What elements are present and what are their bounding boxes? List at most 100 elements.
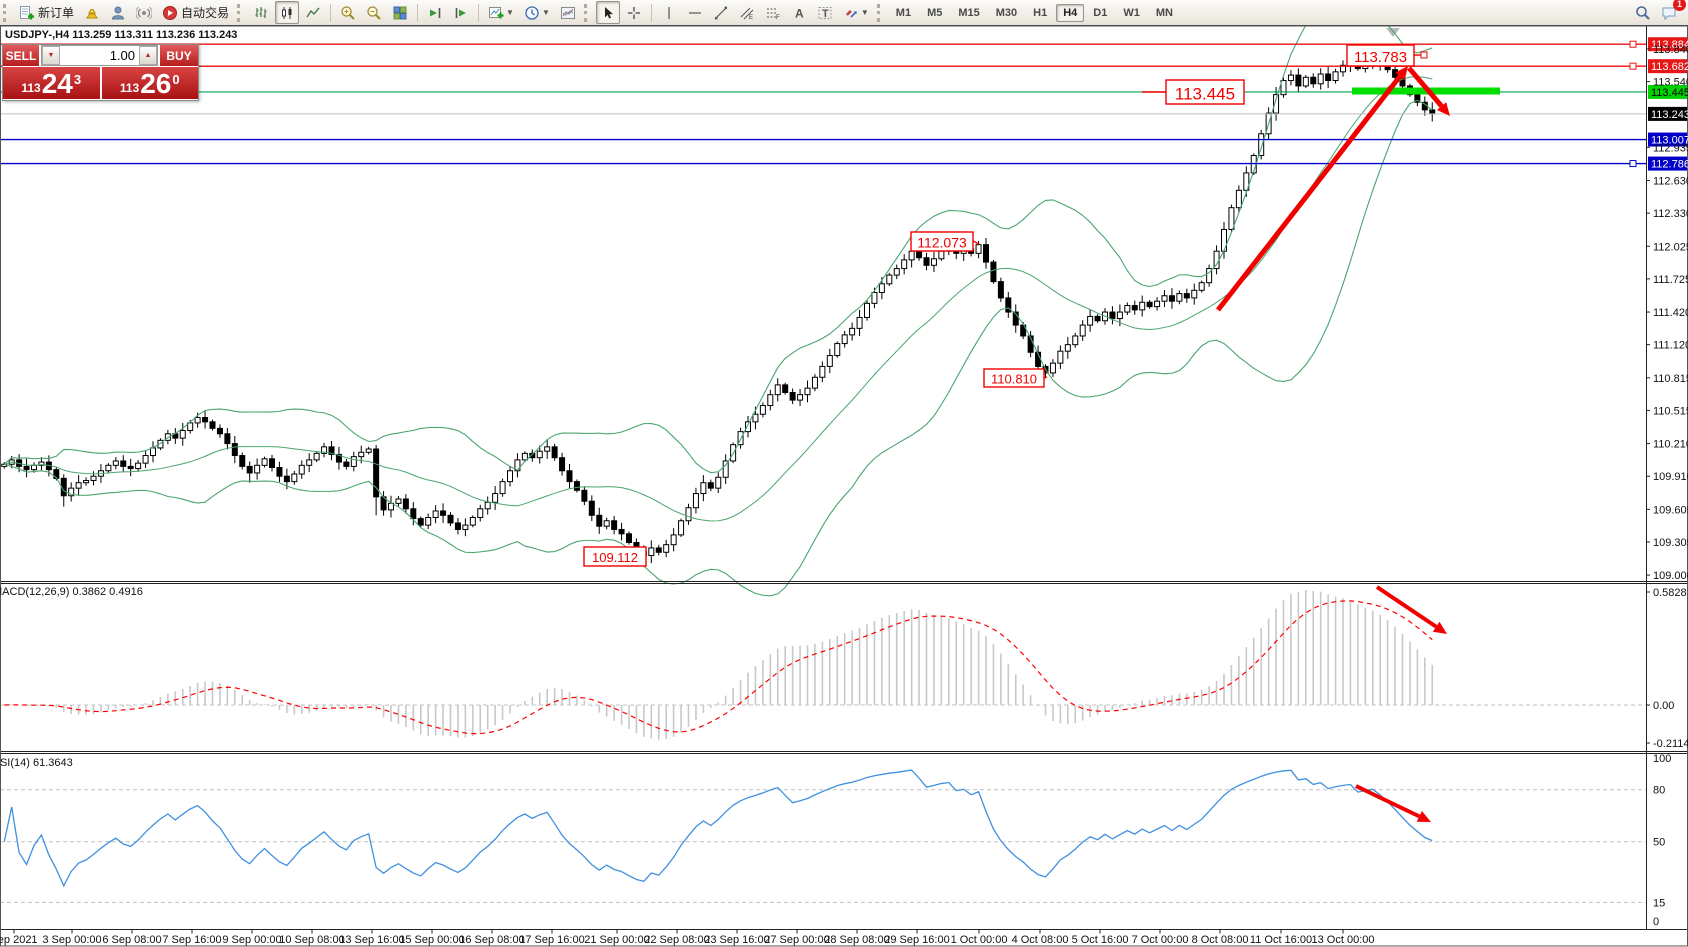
sell-price-display[interactable]: 113 24 3 [3,67,100,99]
dropdown-caret: ▼ [860,8,869,17]
tab-timeframe-m5[interactable]: M5 [927,6,943,19]
navigator-button[interactable] [106,1,130,24]
svg-text:113.840: 113.840 [1653,44,1688,56]
svg-text:113.783: 113.783 [1354,49,1407,66]
toolbar-grip[interactable] [3,3,11,22]
zoom-in-button[interactable] [336,1,360,24]
buy-price-pips: 26 [140,68,172,99]
signals-button[interactable] [132,1,156,24]
price-scale[interactable]: 113.884 113.682 113.445 113.243 113.007 112.7… [1646,37,1688,928]
svg-text:0.00: 0.00 [1653,700,1674,712]
market-watch-button[interactable] [80,1,104,24]
tab-timeframe-m30[interactable]: M30 [995,6,1018,19]
templates-button[interactable] [556,1,580,24]
svg-text:11 Oct 16:00: 11 Oct 16:00 [1250,934,1312,946]
cursor-button[interactable] [595,1,620,24]
sell-button[interactable]: SELL [3,45,39,66]
trend-arrow [1216,74,1402,312]
arrows-tool[interactable]: ▼ [839,1,873,24]
new-order-icon [20,5,34,19]
rsi-indicator-label: RSI(14) 61.3643 [0,757,73,769]
svg-text:15: 15 [1653,897,1665,909]
vertical-line-tool[interactable] [657,1,681,24]
sell-price-base: 113 [21,81,41,95]
svg-text:13 Oct 00:00: 13 Oct 00:00 [1312,934,1375,946]
autotrading-button[interactable]: 自动交易 [158,1,233,24]
svg-text:4 Oct 08:00: 4 Oct 08:00 [1012,934,1069,946]
tile-windows-button[interactable] [388,1,412,24]
volume-input[interactable]: 1.00 [109,48,135,63]
tab-timeframe-m15[interactable]: M15 [958,6,980,19]
candlestick-chart-button[interactable] [275,1,300,24]
zoom-out-button[interactable] [362,1,386,24]
tab-timeframe-h1[interactable]: H1 [1033,6,1048,19]
fibonacci-tool[interactable]: F [761,1,785,24]
volume-decrease-button[interactable]: ▼ [42,46,60,65]
trend-arrow [1407,66,1444,108]
toolbar-grip[interactable] [876,3,885,22]
svg-text:15 Sep 00:00: 15 Sep 00:00 [399,934,464,946]
svg-text:6 Sep 08:00: 6 Sep 08:00 [102,934,161,946]
periods-button[interactable]: ▼ [520,1,554,24]
horizontal-line-icon [688,11,701,14]
svg-text:17 Sep 16:00: 17 Sep 16:00 [519,934,584,946]
svg-text:111.420: 111.420 [1653,307,1688,319]
rsi-layer [0,769,1646,903]
tab-timeframe-h4[interactable]: H4 [1056,3,1085,22]
horizontal-line-tool[interactable] [683,1,707,24]
cursor-icon [604,6,613,18]
channel-tool[interactable]: E [735,1,759,24]
toolbar-grip[interactable] [583,3,592,22]
annotations-layer[interactable]: 113.783 113.445 112.073 110.810 109.112 [583,44,1500,822]
chat-button[interactable]: 1 [1657,0,1686,24]
tile-windows-icon [393,6,407,19]
auto-scroll-icon [430,7,441,18]
tab-timeframe-m1[interactable]: M1 [895,6,912,19]
svg-text:8 Oct 08:00: 8 Oct 08:00 [1192,934,1249,946]
crosshair-icon [627,6,640,19]
auto-scroll-button[interactable] [423,1,447,24]
price-callout [1165,79,1245,105]
tab-timeframe-d1[interactable]: D1 [1093,6,1108,19]
svg-text:1 Oct 00:00: 1 Oct 00:00 [951,934,1008,946]
chart-title: USDJPY-,H4 113.259 113.311 113.236 113.2… [5,29,238,41]
line-chart-button[interactable] [301,1,325,24]
toolbar-grip[interactable] [237,3,245,22]
tab-timeframe-mn[interactable]: MN [1155,6,1173,19]
time-scale[interactable]: Sep 2021 3 Sep 00:006 Sep 08:007 Sep 16:0… [0,929,1375,947]
tab-timeframe-w1[interactable]: W1 [1123,6,1140,19]
svg-text:F: F [776,15,780,21]
search-button[interactable] [1631,1,1655,24]
price-callout [1346,44,1415,67]
buy-price-point: 0 [172,72,180,87]
text-label-tool[interactable]: T [813,1,837,24]
buy-price-base: 113 [119,81,140,95]
text-tool[interactable]: A [787,1,811,24]
bollinger-bands-layer [3,0,1433,597]
svg-text:0.5828: 0.5828 [1653,587,1687,599]
svg-text:Sep 2021: Sep 2021 [0,934,38,946]
bar-chart-button[interactable] [249,1,273,24]
trendline-tool[interactable] [709,1,733,24]
zoom-in-icon [341,5,355,20]
volume-increase-button[interactable]: ▲ [139,46,157,65]
svg-text:5 Oct 16:00: 5 Oct 16:00 [1072,934,1129,946]
new-order-button[interactable]: 新订单 [15,1,78,24]
svg-text:112.073: 112.073 [917,235,967,251]
buy-button[interactable]: BUY [160,45,198,66]
indicators-button[interactable]: ▼ [484,1,518,24]
zoom-out-icon [367,5,381,20]
search-icon [1636,5,1650,20]
crosshair-button[interactable] [622,1,646,24]
svg-text:112.025: 112.025 [1653,241,1688,253]
svg-text:A: A [795,6,804,20]
svg-text:113.243: 113.243 [1651,109,1688,121]
buy-price-display[interactable]: 113 26 0 [101,67,198,99]
svg-text:50: 50 [1653,837,1665,849]
svg-text:109.112: 109.112 [592,550,638,565]
chart-shift-icon [455,7,467,18]
svg-text:110.515: 110.515 [1653,405,1688,417]
chart-shift-button[interactable] [449,1,473,24]
signal-waves-icon [136,6,153,19]
